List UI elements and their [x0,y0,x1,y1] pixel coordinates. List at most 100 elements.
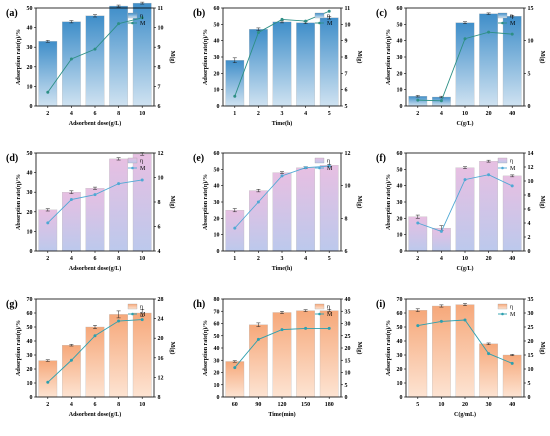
y2tick-label-c-2: 10 [528,39,534,45]
y2tick-label-a-3: 9 [158,45,161,51]
y-axis-title-c: Adsorption rate(η)/% [385,29,392,85]
error-bar-i-4 [510,354,515,356]
ytick-label-b-4: 40 [214,39,220,45]
line-point-a-3 [117,22,121,26]
xtick-label-c-2: 10 [462,111,468,117]
line-point-b-0 [233,94,237,98]
ytick-label-h-7: 70 [214,309,220,315]
ytick-label-h-0: 0 [217,395,220,401]
ytick-label-h-5: 50 [214,334,220,340]
panel-label-e: (e) [193,153,204,164]
ytick-label-d-5: 50 [27,151,33,157]
y2tick-label-h-8: 40 [345,297,351,303]
error-bar-h-4 [327,309,332,312]
bar-i-0 [408,310,428,398]
legend-label-line-d: M [140,166,146,172]
xtick-label-f-4: 40 [509,256,515,262]
error-bar-e-1 [256,189,261,193]
ytick-label-c-1: 10 [397,88,403,94]
xtick-label-h-1: 90 [255,402,261,408]
error-bar-h-2 [280,311,284,314]
bar-e-1 [249,190,268,252]
error-bar-i-0 [415,308,420,312]
ytick-label-i-1: 10 [397,381,403,387]
bar-h-1 [249,324,268,398]
error-bar-g-3 [116,310,121,319]
bar-a-1 [62,21,81,107]
error-bar-i-2 [463,303,467,306]
error-bar-a-3 [116,4,121,8]
line-point-g-3 [117,319,121,323]
y2tick-label-a-1: 7 [158,84,161,90]
y2tick-label-f-3: 6 [528,207,531,213]
xtick-label-i-1: 10 [438,402,444,408]
y2tick-label-i-0: 0 [528,395,531,401]
xtick-label-e-2: 3 [281,256,284,262]
y2tick-label-d-4: 12 [158,151,164,157]
y2-axis-title-e: M(g) [356,196,363,209]
y-axis-title-i: Adsorption rate(η)/% [385,320,392,376]
ytick-label-e-3: 30 [214,200,220,206]
ytick-label-a-2: 20 [27,65,33,71]
xtick-label-d-4: 10 [139,256,145,262]
xtick-label-d-1: 4 [70,256,73,262]
legend-label-bar-d: η [140,159,143,165]
legend-swatch-bar-a [127,12,138,19]
error-bar-f-4 [510,174,515,178]
bar-i-3 [479,343,498,398]
error-bar-a-2 [93,14,97,18]
y2tick-label-b-0: 5 [345,104,348,110]
line-point-f-3 [487,173,491,177]
xtick-label-e-0: 1 [233,256,236,262]
panel-h: 0 10 20 30 40 50 60 70 80 0 5 10 15 20 25 30 35 40 60 90 120… [193,297,363,418]
bar-h-4 [319,310,339,398]
xtick-label-f-2: 10 [462,256,468,262]
error-bar-h-1 [256,322,261,327]
ytick-label-c-3: 30 [397,55,403,61]
y2tick-label-g-0: 8 [158,395,161,401]
xtick-label-c-0: 2 [416,111,419,117]
line-point-d-4 [140,178,144,182]
error-bar-c-4 [510,15,515,18]
ytick-label-b-3: 30 [214,55,220,61]
legend-label-line-g: M [140,312,146,318]
line-point-i-3 [487,352,491,356]
bar-i-1 [432,305,451,398]
ytick-label-e-5: 50 [214,167,220,173]
xtick-label-a-2: 6 [94,111,97,117]
bar-c-3 [479,13,498,107]
xtick-label-c-4: 40 [509,111,515,117]
ytick-label-e-1: 10 [214,233,220,239]
xtick-label-g-3: 8 [117,402,120,408]
y2tick-label-c-0: 0 [528,104,531,110]
y2tick-label-i-4: 20 [528,339,534,345]
ytick-label-b-6: 60 [214,6,220,12]
ytick-label-i-4: 40 [397,339,403,345]
ytick-label-g-3: 30 [27,353,33,359]
y2tick-label-g-2: 16 [158,356,164,362]
y2tick-label-c-3: 15 [528,6,534,12]
line-point-e-1 [256,200,260,204]
legend-marker-line-f [501,166,504,170]
error-bar-c-0 [415,95,420,98]
legend-marker-line-e [318,166,321,170]
error-bar-e-2 [280,171,284,174]
x-axis-title-g: Adsorbent dose(g/L) [69,411,122,418]
bar-c-2 [455,22,475,107]
y2-axis-title-i: M(g) [539,342,546,355]
y2tick-label-d-0: 4 [158,249,161,255]
legend-label-line-c: M [510,21,516,27]
xtick-label-a-4: 10 [139,111,145,117]
line-point-i-1 [439,319,443,323]
xtick-label-h-3: 150 [301,402,310,408]
xtick-label-b-1: 2 [257,111,260,117]
line-point-b-2 [280,17,284,21]
xtick-label-c-3: 20 [486,111,492,117]
line-point-c-3 [487,30,491,34]
xtick-label-e-4: 5 [328,256,331,262]
ytick-label-d-4: 40 [27,171,33,177]
line-point-e-0 [233,226,237,230]
y2tick-label-i-6: 30 [528,311,534,317]
xtick-label-d-2: 6 [94,256,97,262]
ytick-label-e-0: 0 [217,249,220,255]
